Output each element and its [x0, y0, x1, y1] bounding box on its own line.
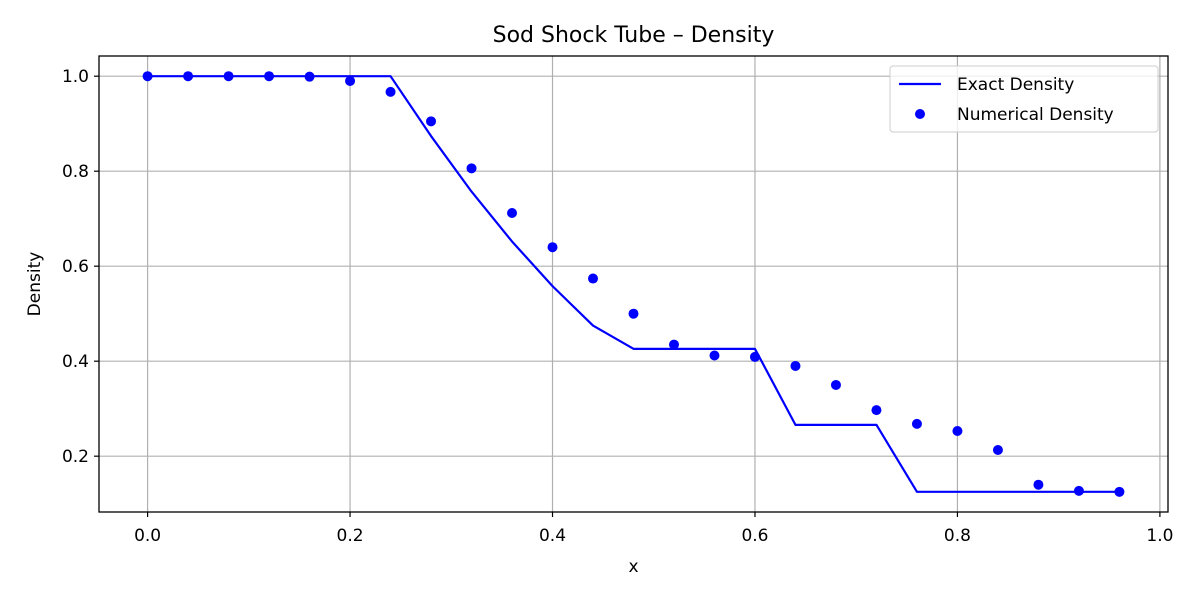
axis-ticks: 0.0 0.2 0.4 0.6 0.8 1.0 0.2 0.4 0.6 0.8 1.0 [62, 67, 1173, 546]
plot-area [142, 71, 1125, 497]
x-tick-label: 0.0 [134, 526, 161, 546]
numerical-density-point [426, 116, 437, 127]
numerical-density-point [142, 71, 153, 82]
x-axis-title: x [628, 557, 638, 577]
numerical-density-point [1114, 486, 1125, 497]
legend-label-exact-density: Exact Density [957, 75, 1074, 95]
legend: Exact Density Numerical Density [889, 65, 1159, 133]
y-tick-label: 0.6 [62, 257, 89, 277]
numerical-density-point [709, 350, 720, 361]
y-axis-title: Density [25, 252, 45, 317]
legend-box [889, 65, 1159, 133]
numerical-density-point [1073, 485, 1084, 496]
numerical-density-point [183, 71, 194, 82]
numerical-density-point [345, 75, 356, 86]
numerical-density-point [992, 445, 1003, 456]
y-tick-label: 0.4 [62, 352, 89, 372]
numerical-density-point [668, 339, 679, 350]
numerical-density-point [507, 207, 518, 218]
y-tick-label: 1.0 [62, 67, 89, 87]
numerical-density-point [749, 351, 760, 362]
numerical-density-point [304, 71, 315, 82]
chart-title: Sod Shock Tube – Density [493, 23, 775, 48]
numerical-density-point [588, 273, 599, 284]
x-tick-label: 0.6 [741, 526, 768, 546]
numerical-density-point [223, 71, 234, 82]
x-tick-label: 0.8 [944, 526, 971, 546]
numerical-density-point [871, 405, 882, 416]
numerical-density-point [790, 360, 801, 371]
x-tick-label: 0.2 [337, 526, 364, 546]
legend-label-numerical-density: Numerical Density [957, 105, 1114, 125]
numerical-density-point [385, 86, 396, 97]
numerical-density-point [1033, 479, 1044, 490]
x-tick-label: 0.4 [539, 526, 566, 546]
numerical-density-point [830, 379, 841, 390]
legend-swatch-numerical-density [915, 109, 925, 119]
y-tick-label: 0.8 [62, 162, 89, 182]
axes-frame [98, 55, 1169, 513]
numerical-density-point [911, 418, 922, 429]
numerical-density-point [547, 242, 558, 253]
x-tick-label: 1.0 [1146, 526, 1173, 546]
numerical-density-point [264, 71, 275, 82]
numerical-density-point [466, 163, 477, 174]
y-tick-label: 0.2 [62, 447, 89, 467]
numerical-density-point [628, 308, 639, 319]
numerical-density-point [952, 426, 963, 437]
